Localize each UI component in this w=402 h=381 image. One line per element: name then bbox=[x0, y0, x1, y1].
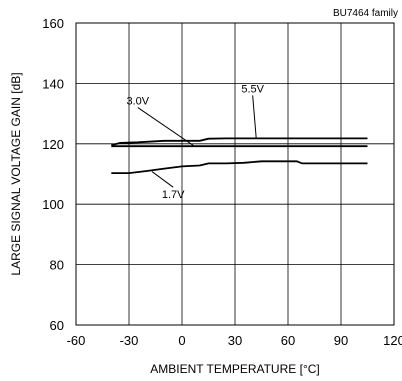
y-tick-label: 80 bbox=[50, 258, 64, 273]
x-tick-label: 60 bbox=[281, 333, 295, 348]
y-axis-label: LARGE SIGNAL VOLTAGE GAIN [dB] bbox=[9, 72, 23, 275]
annotation-leader bbox=[137, 107, 195, 147]
y-tick-label: 160 bbox=[42, 16, 64, 31]
y-tick-labels: 60 80 100 120 140 160 bbox=[42, 16, 64, 333]
x-axis-label: AMBIENT TEMPERATURE [°C] bbox=[150, 362, 320, 376]
annotation-label: 5.5V bbox=[241, 83, 264, 95]
family-label: BU7464 family bbox=[333, 8, 398, 19]
annotation-leader bbox=[252, 95, 257, 139]
x-tick-labels: -60 -30 0 30 60 90 120 bbox=[67, 333, 402, 348]
x-tick-label: -60 bbox=[67, 333, 86, 348]
x-tick-label: 120 bbox=[383, 333, 402, 348]
x-tick-label: 0 bbox=[178, 333, 185, 348]
y-tick-label: 120 bbox=[42, 137, 64, 152]
series-line-1.7V bbox=[111, 160, 368, 174]
annotation-label: 3.0V bbox=[127, 96, 150, 108]
annotation-labels: 5.5V 3.0V 1.7V bbox=[127, 83, 265, 201]
y-tick-label: 140 bbox=[42, 76, 64, 91]
x-tick-label: 90 bbox=[334, 333, 348, 348]
series-layer bbox=[111, 137, 368, 174]
y-tick-label: 100 bbox=[42, 197, 64, 212]
annotation-leader bbox=[151, 171, 174, 188]
annotation-leaders bbox=[137, 95, 257, 188]
annotation-label: 1.7V bbox=[162, 189, 185, 201]
y-tick-label: 60 bbox=[50, 318, 64, 333]
x-tick-label: 30 bbox=[228, 333, 242, 348]
series-line-5.5V bbox=[111, 137, 368, 147]
x-tick-label: -30 bbox=[120, 333, 139, 348]
plot-frame bbox=[75, 22, 395, 326]
grid-lines bbox=[76, 23, 394, 325]
